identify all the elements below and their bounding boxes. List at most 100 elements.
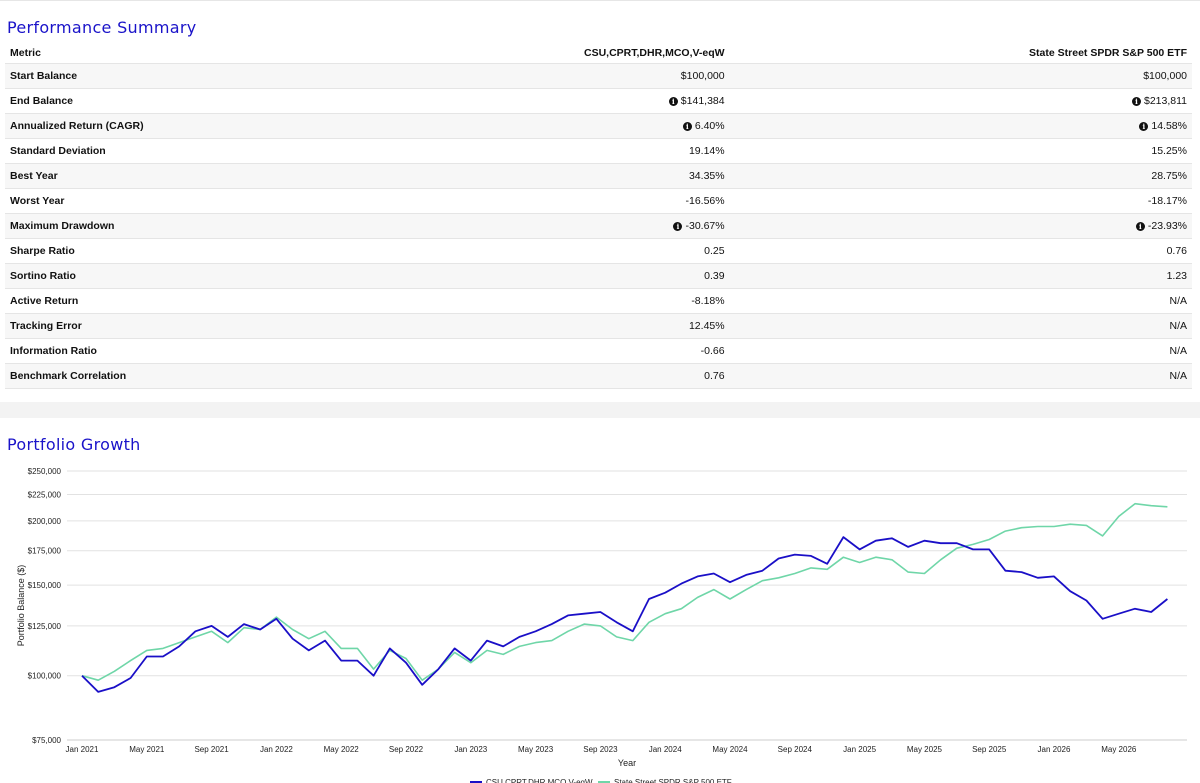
benchmark-value-cell-text: $100,000 — [1143, 70, 1187, 82]
metric-cell: Worst Year — [5, 188, 315, 214]
series-line-portfolio — [81, 536, 1168, 693]
benchmark-value-cell: i-18.17% — [729, 188, 1192, 214]
legend-label: CSU,CPRT,DHR,MCO,V-eqW — [486, 778, 593, 783]
metric-cell: Standard Deviation — [5, 138, 315, 164]
x-axis-title: Year — [618, 758, 636, 768]
y-tick-label: $75,000 — [32, 736, 61, 745]
metric-cell-text: Annualized Return (CAGR) — [10, 120, 144, 132]
column-header-benchmark: State Street SPDR S&P 500 ETF — [729, 43, 1192, 64]
x-tick-label: Jan 2024 — [649, 745, 682, 754]
portfolio-value-cell-text: 12.45% — [688, 320, 725, 332]
column-header-portfolio: CSU,CPRT,DHR,MCO,V-eqW — [315, 43, 730, 64]
x-tick-label: Sep 2023 — [583, 745, 618, 754]
portfolio-value-cell: i0.39 — [315, 263, 730, 289]
benchmark-value-cell: iN/A — [729, 363, 1192, 389]
portfolio-value-cell: i$100,000 — [315, 63, 730, 89]
benchmark-value-cell: i15.25% — [729, 138, 1192, 164]
benchmark-value-cell: i28.75% — [729, 163, 1192, 189]
table-row: Start Balance i$100,000i$100,000 — [5, 63, 1192, 89]
benchmark-value-cell-text: 14.58% — [1151, 120, 1187, 132]
info-circle-icon[interactable]: i — [682, 122, 692, 131]
performance-summary-panel: Performance Summary Metric CSU,CPRT,DHR,… — [0, 0, 1200, 389]
x-tick-label: Sep 2024 — [778, 745, 813, 754]
y-axis-title: Portfolio Balance ($) — [16, 565, 26, 647]
metric-cell-text: Sharpe Ratio — [10, 245, 75, 257]
info-circle-icon[interactable]: i — [668, 97, 678, 106]
portfolio-value-cell-text: 0.39 — [704, 270, 725, 282]
x-tick-label: Jan 2025 — [843, 745, 876, 754]
benchmark-value-cell-text: N/A — [1169, 320, 1187, 332]
x-tick-label: Sep 2021 — [194, 745, 229, 754]
benchmark-value-cell-text: N/A — [1169, 345, 1187, 357]
benchmark-value-cell-text: -18.17% — [1147, 195, 1187, 207]
column-header-metric: Metric — [5, 43, 315, 64]
benchmark-value-cell: i 14.58% — [729, 113, 1192, 139]
y-tick-label: $150,000 — [28, 581, 62, 590]
x-tick-label: May 2026 — [1101, 745, 1137, 754]
portfolio-value-cell: i-16.56% — [315, 188, 730, 214]
info-circle-icon[interactable]: i — [673, 222, 683, 231]
metric-cell-text: Best Year — [10, 170, 58, 182]
info-circle-icon[interactable]: i — [1139, 122, 1149, 131]
metric-cell: Start Balance — [5, 63, 315, 89]
metric-cell-text: Standard Deviation — [10, 145, 106, 157]
benchmark-value-cell: i -23.93% — [729, 213, 1192, 239]
y-tick-label: $100,000 — [28, 672, 62, 681]
benchmark-value-cell-text: -23.93% — [1147, 220, 1187, 232]
benchmark-value-cell-text: N/A — [1169, 370, 1187, 382]
portfolio-value-cell: i-0.66 — [315, 338, 730, 364]
portfolio-value-cell: i12.45% — [315, 313, 730, 339]
benchmark-value-cell: i$100,000 — [729, 63, 1192, 89]
portfolio-value-cell: i19.14% — [315, 138, 730, 164]
portfolio-value-cell-text: -8.18% — [691, 295, 725, 307]
x-tick-label: Jan 2023 — [454, 745, 487, 754]
metric-cell-text: Information Ratio — [10, 345, 97, 357]
metric-cell: End Balance — [5, 88, 315, 114]
portfolio-value-cell: i34.35% — [315, 163, 730, 189]
performance-summary-table: Metric CSU,CPRT,DHR,MCO,V-eqW State Stre… — [5, 43, 1192, 389]
metric-cell: Best Year — [5, 163, 315, 189]
table-row: Tracking Error i12.45%iN/A — [5, 313, 1192, 339]
metric-cell-text: Benchmark Correlation — [10, 370, 127, 382]
metric-cell-text: End Balance — [10, 95, 74, 107]
portfolio-value-cell: i -30.67% — [315, 213, 730, 239]
metric-cell: Tracking Error — [5, 313, 315, 339]
benchmark-value-cell-text: 1.23 — [1166, 270, 1187, 282]
table-row: Active Return i-8.18%iN/A — [5, 288, 1192, 314]
x-tick-label: May 2024 — [712, 745, 748, 754]
metric-cell: Annualized Return (CAGR) — [5, 113, 315, 139]
x-tick-label: May 2022 — [324, 745, 360, 754]
benchmark-value-cell-text: 15.25% — [1151, 145, 1187, 157]
y-tick-label: $250,000 — [28, 467, 62, 476]
table-row: Maximum Drawdown i -30.67% i -23.93% — [5, 213, 1192, 239]
table-header-row: Metric CSU,CPRT,DHR,MCO,V-eqW State Stre… — [5, 43, 1192, 64]
metric-cell: Maximum Drawdown — [5, 213, 315, 239]
series-line-benchmark — [81, 502, 1168, 681]
metric-cell-text: Start Balance — [10, 70, 78, 82]
x-tick-label: Jan 2021 — [66, 745, 99, 754]
metric-cell-text: Maximum Drawdown — [10, 220, 115, 232]
portfolio-growth-title: Portfolio Growth — [7, 435, 141, 454]
x-tick-label: May 2025 — [907, 745, 943, 754]
table-row: Benchmark Correlation i0.76iN/A — [5, 363, 1192, 389]
benchmark-value-cell: i0.76 — [729, 238, 1192, 264]
portfolio-value-cell: i 6.40% — [315, 113, 730, 139]
metric-cell: Information Ratio — [5, 338, 315, 364]
benchmark-value-cell-text: 0.76 — [1166, 245, 1187, 257]
portfolio-value-cell-text: 0.25 — [704, 245, 725, 257]
x-tick-label: Jan 2022 — [260, 745, 293, 754]
metric-cell-text: Active Return — [10, 295, 79, 307]
x-tick-label: May 2023 — [518, 745, 554, 754]
table-row: Standard Deviation i19.14%i15.25% — [5, 138, 1192, 164]
table-row: Information Ratio i-0.66iN/A — [5, 338, 1192, 364]
benchmark-value-cell-text: $213,811 — [1143, 95, 1187, 107]
benchmark-value-cell-text: 28.75% — [1151, 170, 1187, 182]
portfolio-value-cell-text: $141,384 — [680, 95, 725, 107]
table-row: End Balance i $141,384 i $213,811 — [5, 88, 1192, 114]
benchmark-value-cell: iN/A — [729, 288, 1192, 314]
metric-cell: Sortino Ratio — [5, 263, 315, 289]
info-circle-icon[interactable]: i — [1131, 97, 1141, 106]
y-tick-label: $200,000 — [28, 517, 62, 526]
info-circle-icon[interactable]: i — [1135, 222, 1145, 231]
section-divider — [0, 402, 1200, 418]
